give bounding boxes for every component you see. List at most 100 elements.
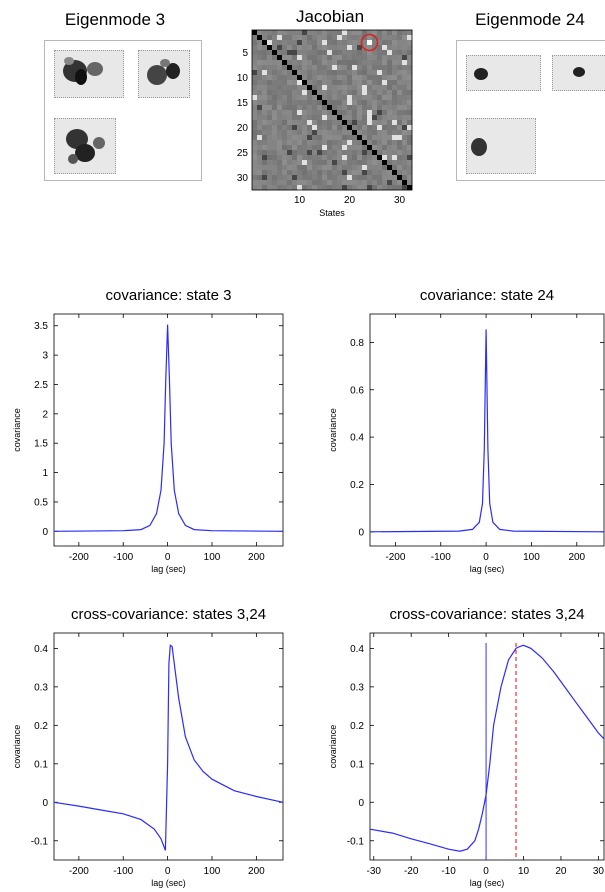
matrix-cell — [327, 140, 333, 146]
matrix-cell — [322, 80, 328, 86]
matrix-cell — [377, 150, 383, 156]
x-tick-label: 20 — [555, 866, 567, 877]
matrix-cell — [397, 155, 403, 161]
matrix-cell — [372, 145, 378, 151]
matrix-cell — [342, 105, 348, 111]
matrix-cell — [377, 145, 383, 151]
matrix-cell — [257, 130, 263, 136]
matrix-cell — [327, 135, 333, 141]
matrix-cell — [402, 160, 408, 166]
matrix-cell — [337, 85, 343, 91]
matrix-cell — [297, 110, 303, 116]
matrix-cell — [272, 155, 278, 161]
matrix-cell — [377, 135, 383, 141]
matrix-cell — [392, 125, 398, 131]
matrix-cell — [322, 65, 328, 71]
matrix-cell — [292, 40, 298, 46]
matrix-cell — [382, 125, 388, 131]
matrix-cell — [367, 140, 373, 146]
matrix-cell — [292, 180, 298, 186]
matrix-cell — [362, 95, 368, 101]
matrix-cell — [322, 55, 328, 61]
matrix-cell — [347, 95, 353, 101]
matrix-cell — [287, 50, 293, 56]
matrix-cell — [257, 50, 263, 56]
matrix-cell — [252, 95, 258, 101]
matrix-cell — [267, 115, 273, 121]
matrix-cell — [272, 75, 278, 81]
matrix-cell — [322, 115, 328, 121]
matrix-cell — [287, 110, 293, 116]
matrix-cell — [272, 100, 278, 106]
matrix-cell — [312, 105, 318, 111]
matrix-cell — [402, 185, 408, 191]
matrix-cell — [342, 175, 348, 181]
matrix-cell — [307, 150, 313, 156]
matrix-cell — [302, 115, 308, 121]
matrix-cell — [287, 55, 293, 61]
x-tick-label: -200 — [385, 552, 405, 563]
matrix-cell — [277, 125, 283, 131]
brain-slice-image — [466, 55, 541, 91]
matrix-cell — [277, 90, 283, 96]
matrix-cell — [352, 35, 358, 41]
matrix-cell — [267, 155, 273, 161]
matrix-cell — [347, 30, 353, 36]
matrix-cell — [262, 150, 268, 156]
matrix-cell — [402, 170, 408, 176]
matrix-cell — [327, 30, 333, 36]
matrix-cell — [337, 35, 343, 41]
matrix-cell — [407, 180, 413, 186]
matrix-cell — [367, 105, 373, 111]
matrix-cell — [387, 110, 393, 116]
brain-activation-image — [471, 138, 487, 156]
matrix-cell — [302, 40, 308, 46]
matrix-cell — [352, 115, 358, 121]
matrix-cell — [257, 60, 263, 66]
matrix-cell — [267, 95, 273, 101]
matrix-cell — [287, 45, 293, 51]
matrix-cell — [312, 155, 318, 161]
matrix-cell — [347, 165, 353, 171]
matrix-cell — [252, 100, 258, 106]
matrix-cell — [277, 35, 283, 41]
matrix-cell — [307, 65, 313, 71]
matrix-cell — [372, 125, 378, 131]
plot-area — [369, 313, 605, 547]
matrix-cell — [372, 100, 378, 106]
matrix-cell — [317, 180, 323, 186]
matrix-cell — [262, 175, 268, 181]
matrix-cell — [262, 140, 268, 146]
matrix-cell — [372, 120, 378, 126]
matrix-cell — [282, 100, 288, 106]
matrix-cell — [367, 100, 373, 106]
matrix-cell — [257, 80, 263, 86]
matrix-cell — [312, 125, 318, 131]
matrix-cell — [312, 165, 318, 171]
matrix-cell — [322, 160, 328, 166]
matrix-cell — [387, 180, 393, 186]
matrix-cell — [362, 150, 368, 156]
matrix-cell — [327, 60, 333, 66]
matrix-cell — [277, 65, 283, 71]
y-tick-label: 0 — [42, 527, 48, 538]
matrix-cell — [392, 185, 398, 191]
matrix-cell — [337, 115, 343, 121]
matrix-cell — [367, 85, 373, 91]
y-axis-label: covariance — [12, 408, 22, 452]
matrix-cell — [402, 180, 408, 186]
matrix-cell — [342, 135, 348, 141]
matrix-cell — [367, 150, 373, 156]
matrix-cell — [362, 140, 368, 146]
matrix-cell — [342, 165, 348, 171]
matrix-cell — [367, 175, 373, 181]
matrix-cell — [292, 160, 298, 166]
matrix-cell — [297, 50, 303, 56]
matrix-cell — [392, 90, 398, 96]
matrix-cell — [367, 55, 373, 61]
matrix-cell — [367, 80, 373, 86]
matrix-cell — [402, 120, 408, 126]
matrix-cell — [282, 90, 288, 96]
matrix-cell — [367, 120, 373, 126]
x-tick-label: -200 — [69, 866, 89, 877]
